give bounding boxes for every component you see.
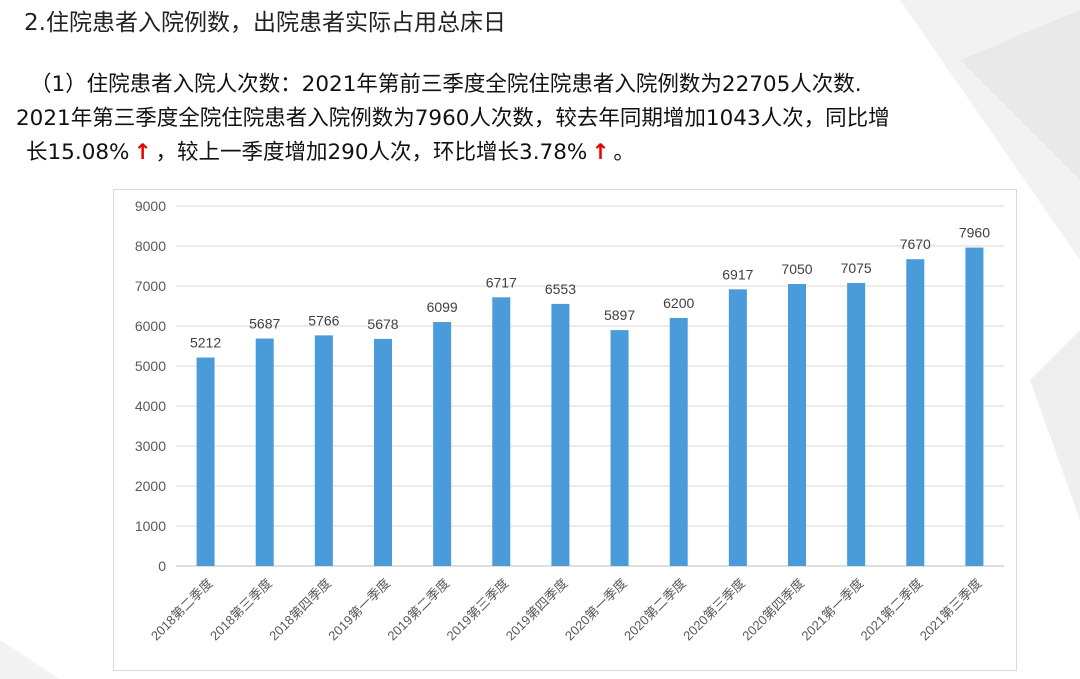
x-category-label: 2019第三季度	[444, 576, 512, 644]
period-mark: 。	[613, 140, 635, 165]
y-tick-label: 3000	[135, 438, 166, 454]
x-category-label: 2019第一季度	[325, 576, 393, 644]
bar	[551, 303, 570, 566]
bar	[669, 318, 688, 566]
x-category-label: 2020第二季度	[621, 576, 689, 644]
bar	[728, 289, 747, 566]
summary-line-2: 2021年第三季度全院住院患者入院例数为7960人次数，较去年同期增加1043人…	[16, 106, 890, 131]
y-tick-label: 5000	[135, 358, 166, 374]
bar	[492, 297, 511, 566]
yoy-growth-text: 长15.08%	[26, 140, 130, 165]
bar	[906, 259, 925, 566]
bar	[255, 338, 274, 566]
x-category-label: 2019第四季度	[503, 576, 571, 644]
y-tick-label: 1000	[135, 518, 166, 534]
bar-value-label: 7960	[959, 225, 990, 241]
up-arrow-icon: ↑	[591, 140, 610, 165]
bar-value-label: 5687	[249, 316, 280, 332]
admissions-bar-chart: 0 1000 2000 3000 4000 5000 6000 7000 8000 9000 521…	[113, 189, 1017, 671]
summary-paragraph: （1）住院患者入院人次数：2021年第前三季度全院住院患者入院例数为22705人…	[16, 68, 1070, 170]
bar-value-label: 6917	[722, 266, 753, 282]
bar	[196, 357, 215, 566]
y-tick-label: 6000	[135, 318, 166, 334]
y-tick-label: 0	[158, 558, 166, 574]
x-category-label: 2021第二季度	[858, 576, 926, 644]
y-tick-label: 9000	[135, 198, 166, 214]
bar	[965, 247, 984, 566]
bar	[374, 338, 392, 566]
y-tick-label: 2000	[135, 478, 166, 494]
x-category-label: 2021第一季度	[798, 576, 866, 644]
qoq-growth-text: ，较上一季度增加290人次，环比增长3.78%	[155, 140, 588, 165]
bar-value-label: 7670	[900, 236, 931, 252]
bar-value-label: 5897	[604, 307, 635, 323]
summary-line-3: 长15.08% ↑ ，较上一季度增加290人次，环比增长3.78% ↑。	[26, 136, 1070, 170]
bar	[610, 330, 629, 566]
y-tick-label: 4000	[135, 398, 166, 414]
bar-value-label: 5212	[190, 335, 221, 351]
x-category-label: 2020第三季度	[680, 576, 748, 644]
bar	[433, 322, 452, 566]
bar-value-label: 5678	[367, 316, 398, 332]
bar-value-label: 5766	[308, 312, 339, 328]
x-category-label: 2018第三季度	[207, 576, 275, 644]
bar	[847, 283, 866, 566]
bar	[788, 284, 806, 566]
bar-value-label: 7075	[841, 260, 872, 276]
x-category-label: 2019第二季度	[384, 576, 452, 644]
x-category-label: 2021第三季度	[917, 576, 985, 644]
x-category-label: 2020第一季度	[562, 576, 630, 644]
y-tick-label: 7000	[135, 278, 166, 294]
summary-line-1: （1）住院患者入院人次数：2021年第前三季度全院住院患者入院例数为22705人…	[30, 72, 862, 97]
x-category-label: 2018第二季度	[148, 576, 216, 644]
section-heading: 2.住院患者入院例数，出院患者实际占用总床日	[24, 10, 506, 36]
bar	[314, 335, 333, 566]
x-category-label: 2020第四季度	[739, 576, 807, 644]
bar-value-label: 6717	[486, 274, 517, 290]
bar-value-label: 7050	[781, 261, 812, 277]
chart-svg: 0 1000 2000 3000 4000 5000 6000 7000 8000 9000 521…	[135, 198, 1004, 644]
bar-value-label: 6200	[663, 295, 694, 311]
up-arrow-icon: ↑	[133, 140, 152, 165]
y-tick-label: 8000	[135, 238, 166, 254]
bar-value-label: 6099	[427, 299, 458, 315]
bar-value-label: 6553	[545, 281, 576, 297]
x-category-label: 2018第四季度	[266, 576, 334, 644]
